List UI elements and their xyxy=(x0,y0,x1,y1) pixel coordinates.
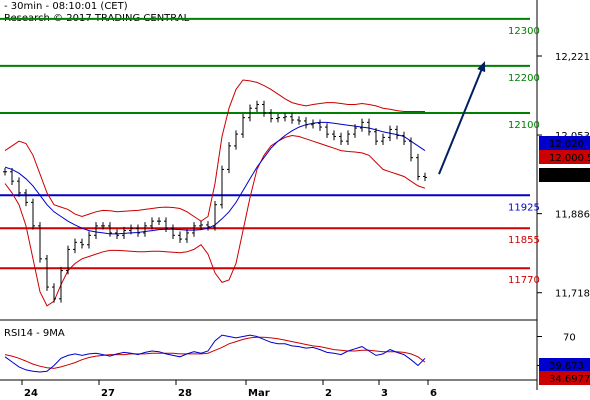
value-box-band: 12,000.5 xyxy=(539,150,590,164)
value-box-ma: 12,020 xyxy=(539,136,590,150)
value-box-ma-bg xyxy=(539,136,590,150)
value-box-band-bg xyxy=(539,150,590,164)
forecast-arrow-head xyxy=(477,61,486,73)
time-tick-label-Mar: Mar xyxy=(248,388,270,399)
level-label-11770: 11770 xyxy=(508,275,540,286)
rsi-ma-value-box: 34.6977 xyxy=(539,371,590,385)
time-tick-label-6: 6 xyxy=(430,388,437,399)
forecast-arrow-shaft xyxy=(438,65,484,175)
rsi-ma-value-box-bg xyxy=(539,371,590,385)
value-box-last-price-bg xyxy=(539,168,590,182)
rsi-ma-line xyxy=(4,336,426,369)
level-label-12300: 12300 xyxy=(508,26,540,37)
rsi-panel-title: RSI14 - 9MA xyxy=(4,328,65,339)
time-tick-label-28: 28 xyxy=(178,388,192,399)
price-tick-label: 11,886 xyxy=(555,210,590,221)
rsi-tick-label: 70 xyxy=(563,333,576,344)
value-box-last-price: 11,963 xyxy=(539,168,590,182)
time-tick-label-3: 3 xyxy=(381,388,388,399)
rsi-ma-value-box-label: 34.6977 xyxy=(549,374,590,385)
price-tick-label: 11,718 xyxy=(555,289,590,300)
rsi-value-box: 39.873 xyxy=(539,358,590,372)
time-tick-label-24: 24 xyxy=(24,388,38,399)
level-label-11855: 11855 xyxy=(508,235,540,246)
value-box-last-price-label: 11,963 xyxy=(549,171,584,182)
price-tick-label: 12,221 xyxy=(555,52,590,63)
rsi-value-box-label: 39.873 xyxy=(549,361,584,372)
time-tick-label-2: 2 xyxy=(325,388,332,399)
chart-header-timeframe: - 30min - 08:10:01 (CET) xyxy=(4,1,128,12)
rsi-line xyxy=(4,334,426,373)
level-label-12100: 12100 xyxy=(508,120,540,131)
value-box-band-label: 12,000.5 xyxy=(549,153,590,164)
time-tick-label-27: 27 xyxy=(101,388,115,399)
level-label-11925: 11925 xyxy=(508,202,540,213)
level-label-12200: 12200 xyxy=(508,73,540,84)
value-box-ma-label: 12,020 xyxy=(549,139,584,150)
rsi-value-box-bg xyxy=(539,358,590,372)
bollinger-lower-band xyxy=(4,134,426,307)
bollinger-upper-band xyxy=(4,79,425,222)
